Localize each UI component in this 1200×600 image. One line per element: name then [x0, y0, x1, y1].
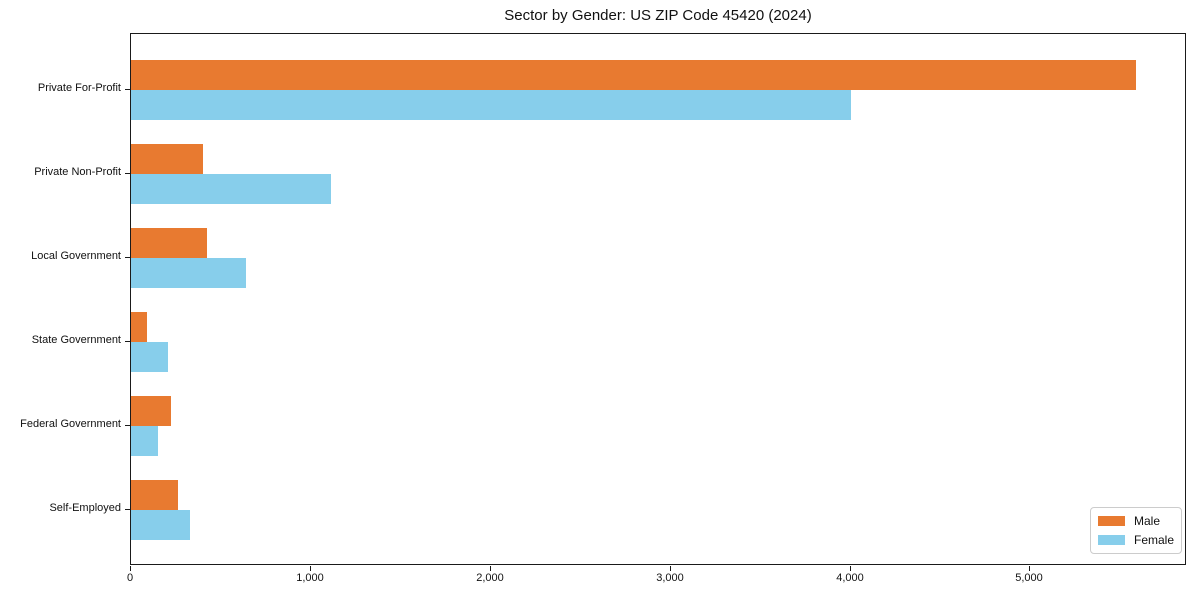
- y-axis-label: Private For-Profit: [37, 82, 121, 94]
- y-tick-mark: [125, 341, 130, 342]
- bar-male-private-non-profit: [131, 144, 203, 174]
- x-axis-tick-label: 5,000: [1015, 572, 1043, 584]
- y-tick-mark: [125, 509, 130, 510]
- y-axis-label: Private Non-Profit: [34, 166, 121, 178]
- legend-entry-female: Female: [1098, 533, 1175, 547]
- legend-swatch-male: [1098, 516, 1125, 526]
- x-axis-tick-label: 1,000: [296, 572, 324, 584]
- bar-female-federal-government: [131, 426, 158, 456]
- chart-title: Sector by Gender: US ZIP Code 45420 (202…: [504, 7, 812, 24]
- legend: Male Female: [1090, 507, 1182, 554]
- y-tick-mark: [125, 425, 130, 426]
- bar-female-self-employed: [131, 510, 190, 540]
- bar-male-private-for-profit: [131, 60, 1136, 90]
- bar-male-federal-government: [131, 396, 171, 426]
- y-axis-label: Federal Government: [20, 418, 121, 430]
- y-axis-label: Self-Employed: [49, 502, 121, 514]
- plot-area: [130, 33, 1186, 565]
- bar-female-local-government: [131, 258, 246, 288]
- x-axis-tick-label: 0: [126, 572, 134, 584]
- y-tick-mark: [125, 257, 130, 258]
- bar-male-self-employed: [131, 480, 178, 510]
- bar-female-private-for-profit: [131, 90, 851, 120]
- legend-label-female: Female: [1134, 533, 1175, 547]
- x-axis-tick-label: 4,000: [836, 572, 864, 584]
- bar-female-private-non-profit: [131, 174, 331, 204]
- y-tick-mark: [125, 173, 130, 174]
- x-tick-mark: [310, 566, 311, 571]
- x-tick-mark: [850, 566, 851, 571]
- bar-female-state-government: [131, 342, 168, 372]
- bar-male-local-government: [131, 228, 207, 258]
- x-axis-tick-label: 3,000: [656, 572, 684, 584]
- legend-label-male: Male: [1134, 514, 1161, 528]
- y-axis-label: State Government: [31, 334, 121, 346]
- x-tick-mark: [130, 566, 131, 571]
- x-tick-mark: [670, 566, 671, 571]
- y-axis-label: Local Government: [31, 250, 121, 262]
- x-axis-tick-label: 2,000: [476, 572, 504, 584]
- x-tick-mark: [1029, 566, 1030, 571]
- x-tick-mark: [490, 566, 491, 571]
- bar-male-state-government: [131, 312, 147, 342]
- legend-swatch-female: [1098, 535, 1125, 545]
- y-tick-mark: [125, 89, 130, 90]
- legend-entry-male: Male: [1098, 514, 1173, 528]
